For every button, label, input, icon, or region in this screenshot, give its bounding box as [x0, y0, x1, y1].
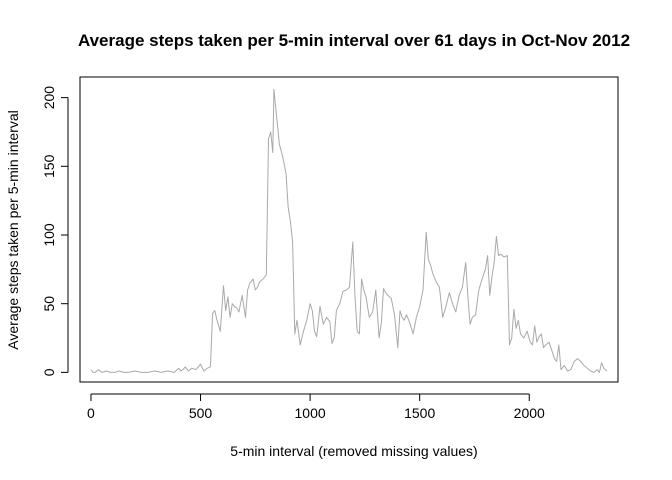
chart-title: Average steps taken per 5-min interval o…: [78, 31, 630, 50]
y-tick-label: 100: [41, 223, 57, 247]
x-tick-label: 1500: [404, 405, 435, 421]
x-tick-label: 0: [87, 405, 95, 421]
x-tick-label: 1000: [295, 405, 326, 421]
x-axis-label: 5-min interval (removed missing values): [230, 443, 477, 459]
y-tick-label: 200: [41, 86, 57, 110]
y-axis: 0 50 100 150 200: [41, 86, 69, 376]
y-axis-label: Average steps taken per 5-min interval: [5, 110, 21, 349]
x-tick-label: 2000: [514, 405, 545, 421]
x-axis: 0 500 1000 1500 2000: [87, 393, 545, 421]
y-tick-label: 0: [41, 368, 57, 376]
y-tick-label: 150: [41, 154, 57, 178]
plot-frame: [79, 76, 619, 383]
y-tick-label: 50: [41, 296, 57, 312]
x-tick-label: 500: [189, 405, 213, 421]
series-line: [90, 88, 608, 373]
